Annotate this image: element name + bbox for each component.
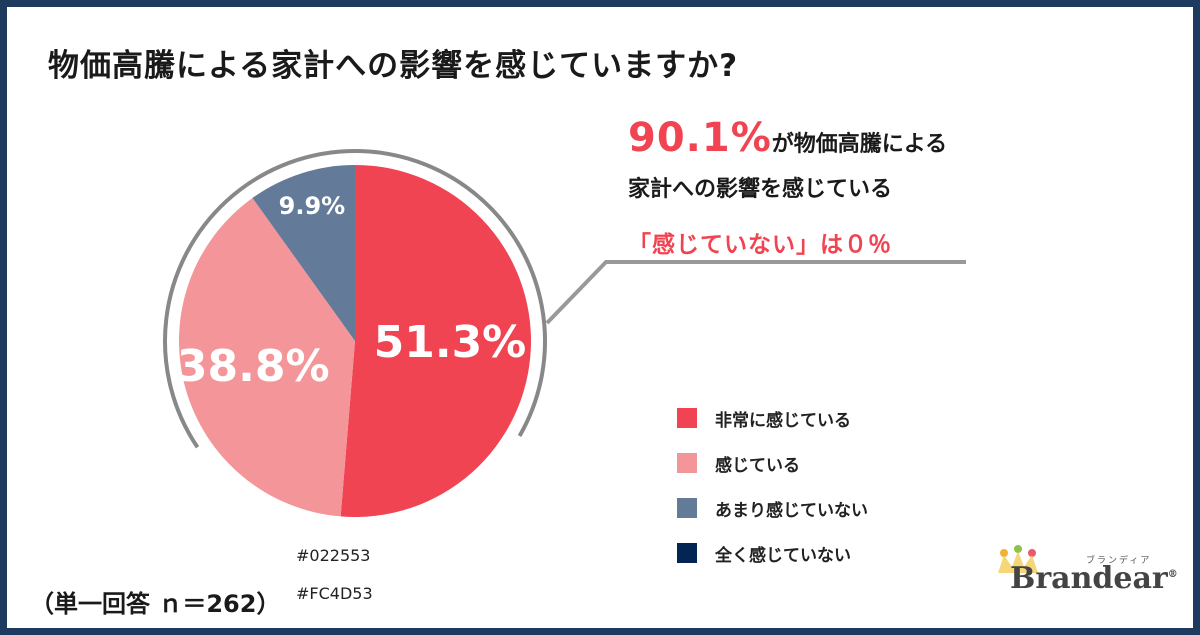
brand-logo: ブランディア Brandear® [986,543,1178,613]
legend-item-3: あまり感じていない [677,495,868,521]
color-note-1: #022553 [296,546,371,565]
callout-leader-line [545,260,966,325]
brand-name: Brandear® [1010,561,1178,596]
callout-line2: 家計への影響を感じている [628,177,893,202]
legend: 非常に感じている 感じている あまり感じていない 全く感じていない [677,405,868,585]
callout-line1: 90.1%が物価高騰による [628,118,947,165]
callout-highlight: 90.1% [628,115,772,161]
callout-line1-rest: が物価高騰による [771,132,948,157]
legend-item-4: 全く感じていない [677,540,868,566]
pie-slices [179,165,531,518]
brand-kana: ブランディア [1086,556,1152,566]
slice-label-3: 9.9% [279,192,346,220]
slice-labels: 51.3% 38.8% 9.9% [177,192,526,392]
legend-swatch-1 [677,408,697,428]
callout-box: 90.1%が物価高騰による 家計への影響を感じている 「感じていない」は０％ [628,118,947,259]
crown-icon [998,545,1038,573]
legend-item-2: 感じている [677,450,868,476]
slice-label-1: 51.3% [374,317,527,368]
chart-title: 物価高騰による家計への影響を感じていますか? [48,48,739,84]
pie-slice-2 [179,197,355,517]
pie-slice-3 [252,165,355,341]
slice-label-2: 38.8% [177,341,330,392]
sample-size: （単一回答 ｎ＝262） [30,590,281,618]
legend-swatch-2 [677,453,697,473]
legend-label-2: 感じている [715,455,800,476]
legend-label-3: あまり感じていない [715,500,868,521]
pie-slice-1 [340,165,531,518]
legend-swatch-3 [677,498,697,518]
brand-registered: ® [1167,569,1178,580]
legend-item-1: 非常に感じている [677,405,868,431]
brand-name-text: Brandear [1010,561,1168,596]
outer-arc-ring [163,149,547,449]
legend-label-4: 全く感じていない [715,545,851,566]
legend-label-1: 非常に感じている [715,410,851,431]
color-note-2: #FC4D53 [296,584,373,603]
legend-swatch-4 [677,543,697,563]
callout-line3: 「感じていない」は０％ [628,232,892,258]
